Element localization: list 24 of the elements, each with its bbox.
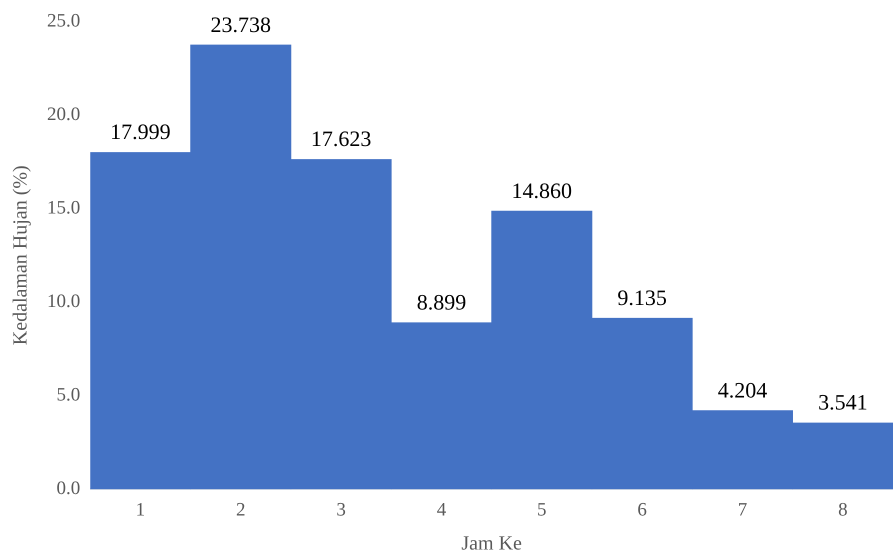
data-label: 8.899 — [416, 289, 466, 314]
y-tick-label: 20.0 — [47, 104, 80, 125]
y-axis-title: Kedalaman Hujan (%) — [9, 165, 32, 346]
x-tick-label: 4 — [436, 500, 447, 521]
x-tick-label: 7 — [738, 500, 748, 521]
data-label: 17.999 — [110, 119, 171, 144]
y-tick-label: 15.0 — [47, 198, 80, 219]
x-tick-label: 1 — [136, 500, 146, 521]
x-axis-title: Jam Ke — [461, 532, 522, 554]
x-tick-label: 5 — [537, 500, 547, 521]
y-tick-label: 25.0 — [47, 10, 80, 32]
data-label: 17.623 — [310, 126, 372, 152]
x-tick-label: 6 — [637, 500, 647, 521]
x-tick-label: 8 — [838, 500, 848, 521]
x-tick-label: 3 — [336, 500, 346, 521]
data-label: 14.860 — [512, 178, 572, 203]
x-tick-label: 2 — [236, 500, 246, 521]
data-label: 9.135 — [617, 285, 667, 310]
y-tick-label: 0.0 — [56, 478, 80, 500]
data-label: 4.204 — [718, 377, 768, 402]
y-tick-label: 10.0 — [47, 291, 80, 312]
y-tick-label: 5.0 — [56, 384, 80, 406]
data-label: 3.541 — [818, 390, 868, 415]
data-label: 23.738 — [210, 12, 272, 37]
